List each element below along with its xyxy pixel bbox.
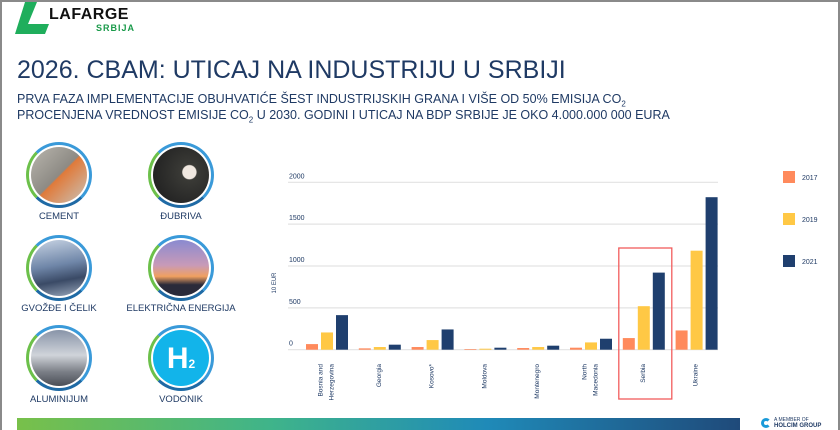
footer-gradient-bar — [17, 418, 740, 430]
industry-label: ĐUBRIVA — [160, 211, 202, 222]
industry-label: ELEKTRIČNA ENERGIJA — [126, 303, 236, 314]
y-tick-label: 1500 — [289, 215, 305, 222]
industry-label: VODONIK — [159, 394, 203, 405]
cement-icon — [26, 142, 92, 208]
logo-brand: LAFARGE — [49, 6, 129, 23]
bar-2017 — [464, 349, 477, 350]
bar-2019 — [373, 347, 386, 350]
x-tick-label: Montenegro — [534, 364, 541, 399]
bar-2019 — [426, 340, 439, 350]
power-line-icon — [148, 235, 214, 301]
x-tick-label: Herzegovina — [329, 364, 336, 401]
legend-label: 2017 — [802, 175, 818, 182]
holcim-line1: A MEMBER OF — [774, 417, 809, 423]
bar-2019 — [637, 306, 650, 350]
subtitle-2: PROCENJENA VREDNOST EMISIJE CO2 U 2030. … — [17, 108, 670, 125]
page-title: 2026. CBAM: UTICAJ NA INDUSTRIJU U SRBIJ… — [17, 56, 566, 84]
bar-2021 — [494, 347, 507, 350]
bar-2019 — [690, 250, 703, 350]
y-tick-label: 0 — [289, 341, 293, 348]
holcim-mark-icon — [761, 418, 771, 428]
legend-swatch-2019 — [783, 213, 795, 225]
legend-label: 2019 — [802, 217, 818, 224]
bar-2017 — [622, 338, 635, 350]
steel-icon — [26, 235, 92, 301]
highlight-box — [618, 247, 673, 400]
subtitle-1: PRVA FAZA IMPLEMENTACIJE OBUHVATIĆE ŠEST… — [17, 92, 626, 109]
legend-label: 2021 — [802, 259, 818, 266]
bar-2021 — [705, 197, 718, 350]
holcim-line2: HOLCIM GROUP — [774, 423, 822, 429]
bar-2021 — [547, 345, 560, 350]
bar-2017 — [411, 347, 424, 350]
fertilizer-icon — [148, 142, 214, 208]
y-tick-label: 500 — [289, 299, 301, 306]
legend-swatch-2021 — [783, 255, 795, 267]
legend-swatch-2017 — [783, 171, 795, 183]
x-tick-label: Ukraine — [693, 364, 700, 387]
bar-2021 — [441, 329, 454, 350]
industry-label: GVOŽĐE I ČELIK — [21, 303, 97, 314]
bar-2019 — [585, 342, 597, 350]
bar-2017 — [570, 347, 582, 350]
bar-2017 — [306, 344, 318, 350]
holcim-logo: A MEMBER OF HOLCIM GROUP — [760, 417, 840, 430]
x-tick-label: North — [582, 364, 589, 380]
logo-mark-icon — [15, 2, 49, 34]
y-tick-label: 2000 — [289, 173, 305, 180]
bar-2019 — [532, 347, 545, 350]
y-axis-label: 10 EUR — [272, 272, 278, 294]
hydrogen-icon: H2 — [148, 325, 214, 391]
bar-2021 — [652, 272, 665, 350]
x-tick-label: Macedonia — [593, 364, 600, 396]
bar-2017 — [517, 348, 530, 350]
bar-2021 — [388, 344, 401, 350]
x-tick-label: Serbia — [640, 364, 647, 383]
x-tick-label: Bosnia and — [318, 364, 325, 397]
lafarge-logo: LAFARGE SRBIJA — [15, 2, 135, 34]
industry-label: CEMENT — [38, 211, 80, 222]
bar-2017 — [358, 348, 371, 350]
bar-2019 — [479, 348, 492, 350]
y-tick-label: 1000 — [289, 257, 305, 264]
industry-label: ALUMINIJUM — [29, 394, 89, 405]
x-tick-label: Kosovo* — [429, 364, 436, 389]
bar-2021 — [336, 315, 348, 350]
x-tick-label: Moldova — [481, 364, 488, 389]
bar-2017 — [675, 330, 688, 350]
logo-sub: SRBIJA — [96, 23, 136, 33]
aluminium-icon — [26, 325, 92, 391]
x-tick-label: Georgia — [376, 364, 383, 388]
bar-2021 — [600, 338, 612, 350]
bar-2019 — [321, 332, 333, 350]
